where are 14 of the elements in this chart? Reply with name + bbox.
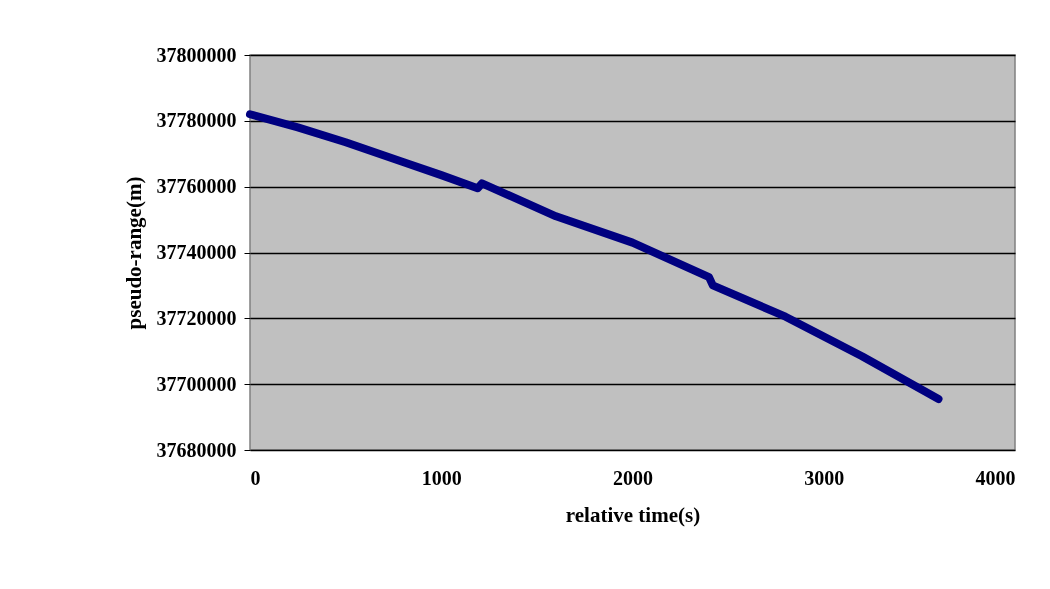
- y-tick-label: 37800000: [156, 43, 237, 66]
- x-axis-title: relative time(s): [565, 502, 701, 527]
- x-tick-label: 1000: [421, 466, 462, 489]
- y-tick-label: 37700000: [156, 372, 237, 395]
- y-axis-title: pseudo-range(m): [121, 176, 146, 330]
- y-tick-label: 37780000: [156, 109, 237, 132]
- x-tick-label: 0: [250, 466, 261, 489]
- y-tick-label: 37680000: [156, 438, 237, 461]
- x-tick-label: 2000: [613, 466, 653, 489]
- y-tick-label: 37760000: [156, 175, 237, 198]
- x-tick-label: 4000: [975, 466, 1016, 489]
- x-tick-label: 3000: [804, 466, 845, 489]
- y-tick-label: 37740000: [156, 241, 237, 263]
- y-tick-label: 37720000: [156, 306, 237, 329]
